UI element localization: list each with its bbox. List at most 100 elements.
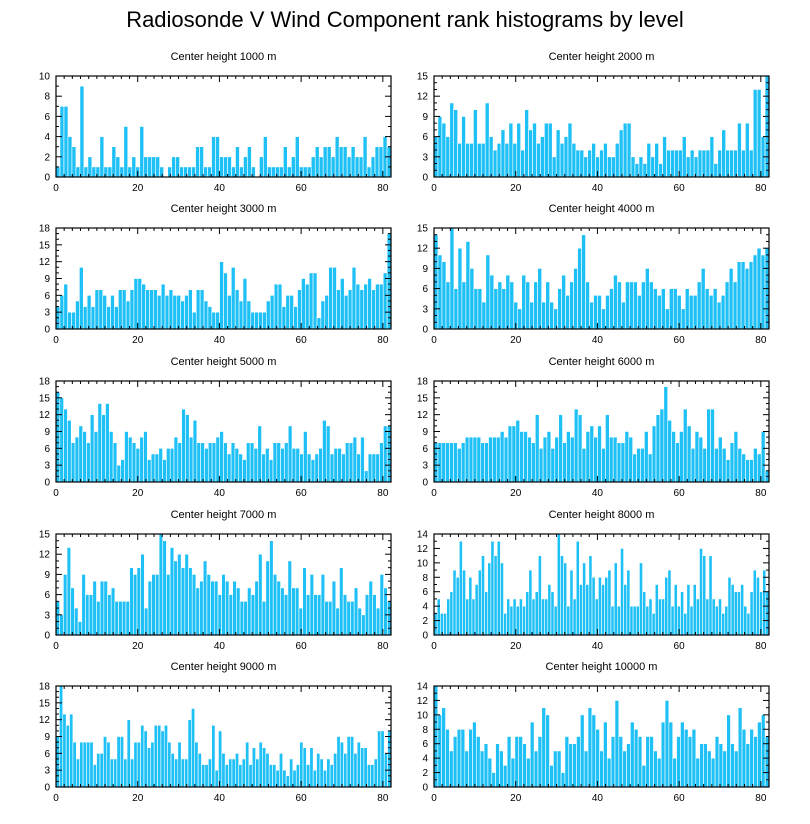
histogram-bar <box>637 295 642 330</box>
histogram-bar <box>291 587 296 636</box>
panel-title: Center height 3000 m <box>171 203 277 215</box>
histogram-bar <box>493 555 498 636</box>
histogram-bar <box>211 724 216 788</box>
histogram-bar <box>184 758 189 788</box>
histogram-bar <box>85 594 90 636</box>
histogram-bar <box>648 598 653 636</box>
histogram-bar <box>650 156 656 178</box>
histogram-bar <box>230 442 236 483</box>
histogram-bar <box>503 436 509 483</box>
histogram-bar <box>640 448 645 483</box>
x-tick-label: 40 <box>592 488 604 499</box>
histogram-bar <box>106 741 111 788</box>
histogram-bar <box>734 750 739 788</box>
histogram-bar <box>477 143 482 178</box>
histogram-bar <box>630 721 635 788</box>
histogram-bar <box>335 607 340 636</box>
histogram-bar <box>63 106 69 178</box>
y-tick-label: 8 <box>44 92 50 103</box>
histogram-bar <box>550 448 556 483</box>
histogram-bar <box>93 431 99 483</box>
x-tick-label: 20 <box>510 335 522 346</box>
histogram-bar <box>532 122 537 178</box>
histogram-bar <box>626 743 631 788</box>
histogram-bar <box>753 448 758 483</box>
histogram-bar <box>605 295 610 330</box>
histogram-bar <box>544 598 549 636</box>
histogram-bar <box>279 166 284 178</box>
histogram-bar <box>180 758 185 788</box>
histogram-bar <box>293 306 298 330</box>
histogram-bar <box>710 757 716 788</box>
histogram-bar <box>760 431 766 483</box>
histogram-bar <box>94 289 100 330</box>
histogram-bar <box>207 442 213 483</box>
histogram-bar <box>324 295 329 330</box>
x-tick-label: 60 <box>674 793 686 804</box>
histogram-bar <box>145 289 150 330</box>
histogram-bar <box>114 601 119 636</box>
histogram-bar <box>247 587 252 636</box>
y-tick-label: 18 <box>39 682 51 693</box>
histogram-bar <box>368 580 373 636</box>
histogram-bar <box>318 156 324 178</box>
histogram-bar <box>730 584 735 636</box>
plot-frame <box>433 75 770 178</box>
histogram-bar <box>506 736 512 788</box>
histogram-bar <box>484 442 489 483</box>
histogram-bar <box>341 453 346 483</box>
histogram-bar <box>110 587 116 636</box>
histogram-bar <box>458 540 463 636</box>
histogram-bar <box>464 436 470 483</box>
x-tick-label: 80 <box>755 335 767 346</box>
histogram-bar <box>445 728 450 788</box>
histogram-bar <box>553 605 558 636</box>
histogram-bar <box>528 569 533 636</box>
histogram-bar <box>332 266 337 330</box>
x-tick-label: 0 <box>431 641 437 652</box>
histogram-bar <box>119 736 124 788</box>
histogram-panel-10: Center height 10000 m 0 20 40 60 80 0 2 4 6 8 10 12 1… <box>417 661 770 804</box>
y-tick-label: 12 <box>417 696 429 707</box>
histogram-bar <box>114 306 119 330</box>
histogram-bar <box>589 301 594 330</box>
histogram-bar <box>166 574 171 636</box>
histogram-bar <box>303 431 308 483</box>
histogram-bar <box>336 736 341 788</box>
histogram-bar <box>581 448 587 483</box>
histogram-panel-2: Center height 2000 m 0 20 40 60 80 0 3 6 9 12 15 <box>417 51 770 194</box>
histogram-bar <box>701 149 707 178</box>
histogram-bar <box>118 601 123 636</box>
histogram-bar <box>703 743 708 788</box>
histogram-bar <box>509 605 514 636</box>
histogram-bar <box>215 436 220 483</box>
histogram-bar <box>706 408 711 483</box>
histogram-bar <box>160 730 165 788</box>
histogram-bar <box>699 548 703 636</box>
histogram-bar <box>81 574 86 636</box>
histogram-bar <box>668 288 674 330</box>
histogram-bar <box>525 281 531 330</box>
histogram-bar <box>657 757 662 788</box>
histogram-bar <box>350 736 355 788</box>
histogram-bar <box>604 576 609 636</box>
histogram-bar <box>657 295 662 330</box>
histogram-bar <box>505 274 511 330</box>
histogram-panel-8: Center height 8000 m 0 20 40 60 80 0 2 4 6 8 10 12 14 <box>417 509 770 652</box>
histogram-bar <box>718 598 722 636</box>
histogram-bar <box>696 281 702 330</box>
histogram-bar <box>487 562 492 636</box>
histogram-bar <box>136 741 141 788</box>
histogram-bar <box>88 594 94 636</box>
histogram-bar <box>188 436 194 483</box>
histogram-bar <box>636 448 641 483</box>
histogram-bar <box>752 254 758 330</box>
histogram-bar <box>262 311 267 330</box>
y-tick-label: 18 <box>39 377 51 388</box>
histogram-bar <box>197 753 202 788</box>
histogram-bar <box>465 143 470 178</box>
histogram-bar <box>283 146 288 178</box>
histogram-bar <box>488 136 494 178</box>
histogram-bar <box>211 442 217 483</box>
y-tick-label: 15 <box>39 393 51 404</box>
